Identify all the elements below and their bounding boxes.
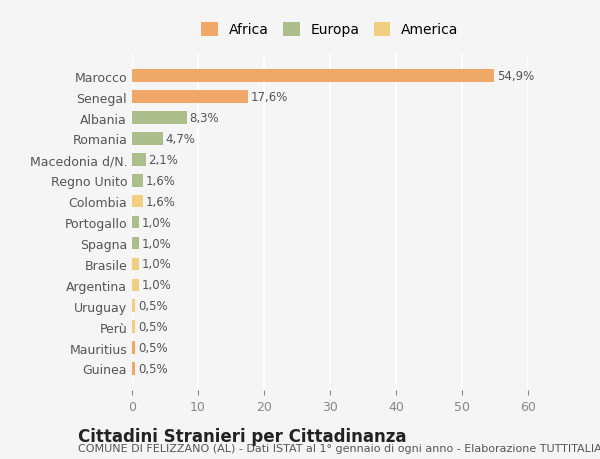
- Bar: [132, 279, 139, 291]
- Text: 0,5%: 0,5%: [138, 320, 167, 333]
- Text: 0,5%: 0,5%: [138, 362, 167, 375]
- Text: 8,3%: 8,3%: [190, 112, 219, 125]
- Text: 4,7%: 4,7%: [166, 133, 196, 146]
- Bar: [132, 300, 136, 312]
- Text: 1,0%: 1,0%: [141, 279, 171, 291]
- Bar: [132, 91, 248, 104]
- Text: 1,6%: 1,6%: [145, 195, 175, 208]
- Text: 1,0%: 1,0%: [141, 258, 171, 271]
- Text: 54,9%: 54,9%: [497, 70, 534, 83]
- Text: 0,5%: 0,5%: [138, 341, 167, 354]
- Bar: [132, 154, 146, 166]
- Text: Cittadini Stranieri per Cittadinanza: Cittadini Stranieri per Cittadinanza: [78, 427, 407, 445]
- Bar: [132, 341, 136, 354]
- Bar: [132, 237, 139, 250]
- Legend: Africa, Europa, America: Africa, Europa, America: [197, 18, 463, 41]
- Text: COMUNE DI FELIZZANO (AL) - Dati ISTAT al 1° gennaio di ogni anno - Elaborazione : COMUNE DI FELIZZANO (AL) - Dati ISTAT al…: [78, 443, 600, 453]
- Text: 0,5%: 0,5%: [138, 300, 167, 313]
- Bar: [132, 196, 143, 208]
- Text: 17,6%: 17,6%: [251, 91, 288, 104]
- Text: 1,6%: 1,6%: [145, 174, 175, 187]
- Text: 2,1%: 2,1%: [149, 154, 178, 167]
- Bar: [132, 174, 143, 187]
- Text: 1,0%: 1,0%: [141, 216, 171, 229]
- Bar: [132, 133, 163, 146]
- Bar: [132, 321, 136, 333]
- Bar: [132, 258, 139, 271]
- Bar: [132, 70, 494, 83]
- Bar: [132, 216, 139, 229]
- Text: 1,0%: 1,0%: [141, 237, 171, 250]
- Bar: [132, 363, 136, 375]
- Bar: [132, 112, 187, 124]
